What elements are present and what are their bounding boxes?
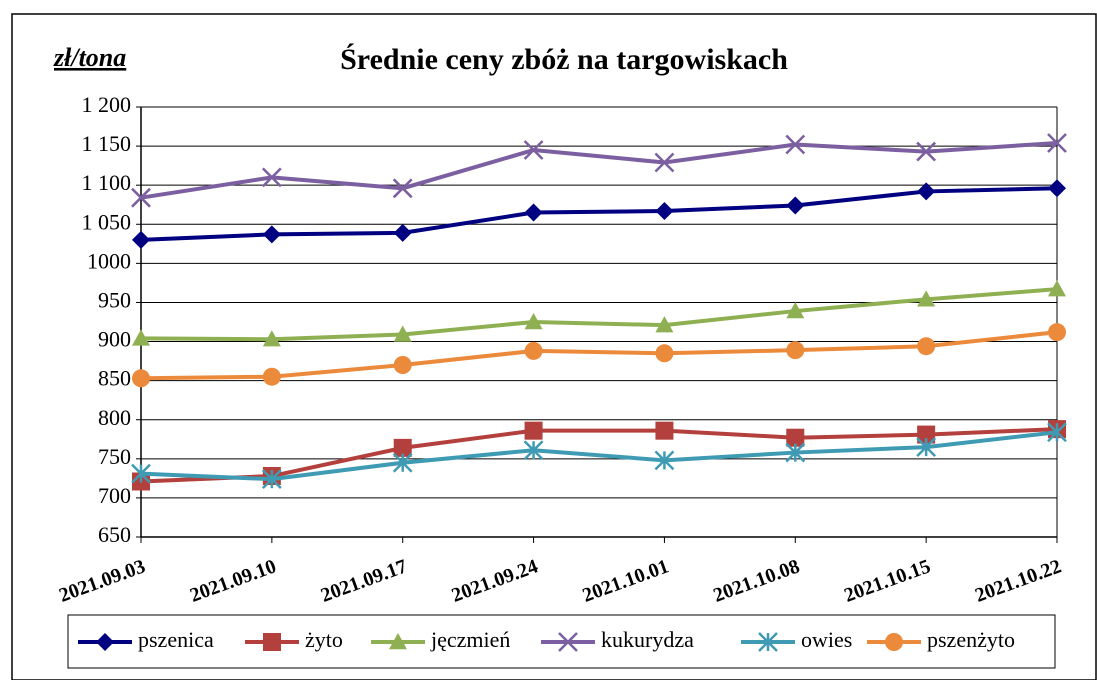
data-point <box>132 329 150 346</box>
data-point <box>523 140 544 160</box>
data-point <box>262 330 281 347</box>
data-point <box>261 167 282 188</box>
legend-label: owies <box>801 627 852 652</box>
data-point <box>262 367 281 386</box>
legend-label: pszenżyto <box>927 627 1015 652</box>
chart-title: Średnie ceny zbóż na targowiskach <box>340 43 788 76</box>
data-point <box>785 442 806 463</box>
data-point <box>393 325 412 342</box>
data-point <box>786 196 805 215</box>
data-point <box>393 356 412 374</box>
data-point <box>132 230 150 249</box>
y-tick-label: 950 <box>98 288 131 313</box>
legend-marker <box>758 632 778 652</box>
y-tick-label: 900 <box>98 327 131 352</box>
data-point <box>131 187 151 208</box>
legend-marker <box>263 633 281 651</box>
y-tick-label: 650 <box>98 522 131 547</box>
data-point <box>786 302 805 319</box>
legend-label: kukurydza <box>601 627 694 652</box>
data-point <box>917 182 936 201</box>
y-tick-label: 850 <box>98 366 131 391</box>
legend-marker <box>389 633 407 650</box>
series-line <box>140 287 1058 342</box>
series-line <box>140 186 1058 242</box>
data-point <box>916 437 937 457</box>
legend-label: żyto <box>305 627 343 652</box>
y-tick-label: 800 <box>98 405 131 430</box>
data-point <box>392 452 413 473</box>
series-line <box>140 427 1058 484</box>
data-point <box>393 438 412 457</box>
legend-marker <box>885 633 903 651</box>
legend-marker <box>558 632 578 652</box>
y-axis-label: zł/tona <box>53 43 126 72</box>
legend-label: jęczmień <box>430 627 510 652</box>
data-point <box>523 440 544 461</box>
data-point <box>654 152 675 173</box>
data-point <box>524 203 543 222</box>
data-point <box>917 337 936 356</box>
data-point <box>655 201 674 220</box>
data-point <box>655 316 674 333</box>
y-tick-label: 1 050 <box>82 209 132 234</box>
data-point <box>524 421 543 440</box>
data-point <box>131 463 151 484</box>
data-point <box>786 428 805 447</box>
data-point <box>655 421 674 440</box>
series-line <box>140 140 1058 200</box>
data-point <box>655 344 674 363</box>
data-point <box>917 425 936 444</box>
data-point <box>786 341 805 360</box>
data-point <box>262 225 281 244</box>
y-tick-label: 1 100 <box>82 170 132 195</box>
data-point <box>392 178 413 199</box>
data-point <box>524 341 543 360</box>
y-tick-label: 750 <box>98 444 131 469</box>
data-point <box>524 313 543 330</box>
y-tick-label: 1000 <box>87 248 131 273</box>
data-point <box>1048 280 1066 297</box>
y-tick-label: 1 200 <box>82 92 132 117</box>
data-point <box>917 290 936 307</box>
data-point <box>132 369 150 388</box>
data-point <box>261 469 282 490</box>
data-point <box>785 134 806 155</box>
data-point <box>654 450 675 471</box>
y-tick-label: 700 <box>98 483 131 508</box>
series-line <box>140 330 1058 381</box>
data-point <box>1048 323 1066 342</box>
y-tick-label: 1 150 <box>82 131 132 156</box>
data-point <box>1047 422 1067 443</box>
legend-marker <box>96 633 114 651</box>
legend-label: pszenica <box>138 627 214 652</box>
series-line <box>140 430 1058 482</box>
data-point <box>1047 133 1067 153</box>
data-point <box>1048 179 1066 198</box>
data-point <box>916 141 937 162</box>
data-point <box>393 223 412 242</box>
